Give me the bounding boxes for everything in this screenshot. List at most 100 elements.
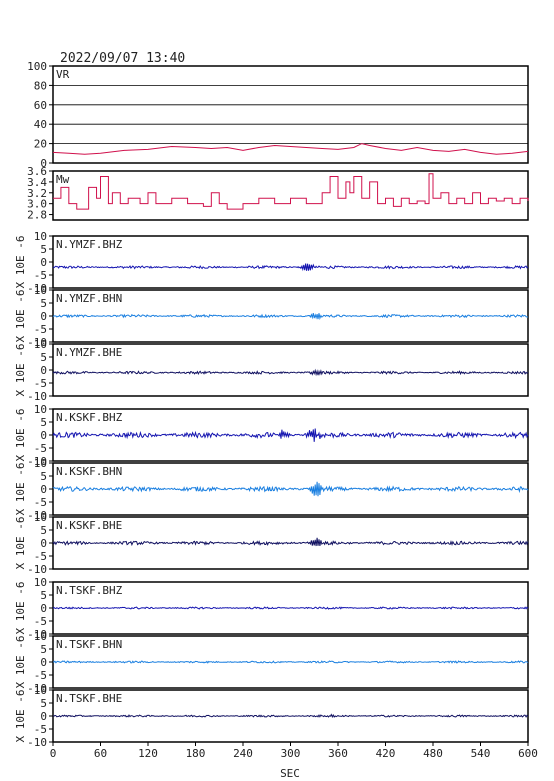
wave-n-kskf-bhz-ylabel: X 10E -6 xyxy=(14,409,27,462)
wave-n-tskf-bhz-trace xyxy=(52,606,529,610)
x-tick-label: 180 xyxy=(186,747,206,760)
x-tick-label: 120 xyxy=(138,747,158,760)
panel-mw-series-line xyxy=(53,173,529,210)
panel-mw-ytick-label: 3.6 xyxy=(27,165,47,178)
x-tick-label: 600 xyxy=(518,747,538,760)
x-axis-label: SEC xyxy=(280,767,300,780)
wave-n-kskf-bhe-label: N.KSKF.BHE xyxy=(56,519,122,532)
wave-n-tskf-bhe-trace xyxy=(52,713,529,719)
panel-mw-ytick-label: 3.0 xyxy=(27,198,47,211)
wave-n-tskf-bhz-ytick-label: -5 xyxy=(34,615,47,628)
wave-n-kskf-bhz-ytick-label: 0 xyxy=(40,429,47,442)
wave-n-tskf-bhn-ytick-label: -5 xyxy=(34,669,47,682)
wave-n-ymzf-bhe-ytick-label: 5 xyxy=(40,351,47,364)
panel-vr-frame xyxy=(52,65,529,164)
wave-n-tskf-bhe-ylabel: X 10E -6 xyxy=(14,690,27,743)
wave-n-ymzf-bhz-ytick-label: -5 xyxy=(34,269,47,282)
wave-n-tskf-bhe-ytick-label: 5 xyxy=(40,697,47,710)
x-tick-label: 60 xyxy=(94,747,107,760)
wave-n-tskf-bhn-trace xyxy=(52,660,529,664)
wave-n-kskf-bhe-ytick-label: 5 xyxy=(40,524,47,537)
wave-n-ymzf-bhz-ytick-label: 5 xyxy=(40,243,47,256)
wave-n-kskf-bhn-ytick-label: 0 xyxy=(40,483,47,496)
x-tick-label: 540 xyxy=(471,747,491,760)
wave-n-ymzf-bhz-ytick-label: -10 xyxy=(27,282,47,295)
wave-n-tskf-bhn-label: N.TSKF.BHN xyxy=(56,638,122,651)
panel-mw-ytick-label: 3.2 xyxy=(27,187,47,200)
wave-n-ymzf-bhz-trace xyxy=(52,263,529,272)
wave-n-ymzf-bhe-ytick-label: 10 xyxy=(34,338,47,351)
wave-n-kskf-bhn-trace xyxy=(52,481,529,497)
wave-n-kskf-bhz-ytick-label: 10 xyxy=(34,403,47,416)
panel-mw-ytick-label: 2.8 xyxy=(27,209,47,222)
wave-n-tskf-bhz-ytick-label: 10 xyxy=(34,576,47,589)
plot-area: 020406080100VR2.83.03.23.43.6Mw-10-50510… xyxy=(14,60,538,760)
wave-n-kskf-bhz-ytick-label: 5 xyxy=(40,416,47,429)
wave-n-ymzf-bhz-ytick-label: 10 xyxy=(34,230,47,243)
wave-n-ymzf-bhn-trace xyxy=(52,312,528,321)
wave-n-ymzf-bhn-ytick-label: 0 xyxy=(40,310,47,323)
wave-n-ymzf-bhn-ytick-label: 10 xyxy=(34,284,47,297)
wave-n-tskf-bhn-ytick-label: 10 xyxy=(34,630,47,643)
panel-mw-frame xyxy=(52,170,529,221)
wave-n-kskf-bhe-ytick-label: 10 xyxy=(34,511,47,524)
wave-n-kskf-bhz-ytick-label: -5 xyxy=(34,442,47,455)
wave-n-ymzf-bhz-ylabel: X 10E -6 xyxy=(14,236,27,289)
wave-n-kskf-bhe-ytick-label: -5 xyxy=(34,550,47,563)
wave-n-tskf-bhz-ytick-label: 5 xyxy=(40,589,47,602)
panel-vr-ytick-label: 20 xyxy=(34,138,47,151)
wave-n-ymzf-bhe-ytick-label: -10 xyxy=(27,390,47,403)
wave-n-ymzf-bhn-label: N.YMZF.BHN xyxy=(56,292,122,305)
wave-n-kskf-bhe-ytick-label: -10 xyxy=(27,563,47,576)
wave-n-ymzf-bhz-label: N.YMZF.BHZ xyxy=(56,238,123,251)
wave-n-ymzf-bhe-ytick-label: 0 xyxy=(40,364,47,377)
wave-n-kskf-bhe-ylabel: X 10E -6 xyxy=(14,517,27,570)
wave-n-tskf-bhn-ytick-label: 0 xyxy=(40,656,47,669)
wave-n-ymzf-bhn-ytick-label: 5 xyxy=(40,297,47,310)
wave-n-tskf-bhe-ytick-label: 10 xyxy=(34,684,47,697)
wave-n-kskf-bhn-ytick-label: -5 xyxy=(34,496,47,509)
wave-n-ymzf-bhn-ytick-label: -5 xyxy=(34,323,47,336)
wave-n-kskf-bhz-label: N.KSKF.BHZ xyxy=(56,411,123,424)
x-tick-label: 420 xyxy=(376,747,396,760)
wave-n-tskf-bhn-ylabel: X 10E -6 xyxy=(14,636,27,689)
wave-n-kskf-bhe-ytick-label: 0 xyxy=(40,537,47,550)
x-tick-label: 360 xyxy=(328,747,348,760)
wave-n-tskf-bhe-label: N.TSKF.BHE xyxy=(56,692,122,705)
wave-n-ymzf-bhn-ylabel: X 10E -6 xyxy=(14,290,27,343)
panel-vr-ytick-label: 60 xyxy=(34,99,47,112)
wave-n-ymzf-bhz-frame xyxy=(52,235,529,289)
panel-mw-label: Mw xyxy=(56,173,70,186)
wave-n-tskf-bhe-ytick-label: -10 xyxy=(27,736,47,749)
wave-n-ymzf-bhe-trace xyxy=(52,368,529,377)
panel-vr-ytick-label: 80 xyxy=(34,79,47,92)
wave-n-ymzf-bhe-label: N.YMZF.BHE xyxy=(56,346,122,359)
wave-n-tskf-bhn-ytick-label: 5 xyxy=(40,643,47,656)
wave-n-tskf-bhe-ytick-label: -5 xyxy=(34,723,47,736)
wave-n-kskf-bhn-ytick-label: 5 xyxy=(40,470,47,483)
panel-vr-ytick-label: 0 xyxy=(40,157,47,170)
wave-n-tskf-bhz-ytick-label: -10 xyxy=(27,628,47,641)
panel-vr-ytick-label: 100 xyxy=(27,60,47,73)
wave-n-kskf-bhn-ylabel: X 10E -6 xyxy=(14,463,27,516)
timestamp-label: 2022/09/07 13:40 xyxy=(60,51,185,66)
wave-n-kskf-bhn-ytick-label: 10 xyxy=(34,457,47,470)
wave-n-ymzf-bhe-frame xyxy=(52,343,529,397)
wave-n-kskf-bhz-ytick-label: -10 xyxy=(27,455,47,468)
panel-vr-label: VR xyxy=(56,68,70,81)
panel-vr-series-line xyxy=(52,143,529,155)
wave-n-tskf-bhe-ytick-label: 0 xyxy=(40,710,47,723)
wave-n-ymzf-bhz-ytick-label: 0 xyxy=(40,256,47,269)
x-tick-label: 0 xyxy=(50,747,57,760)
wave-n-ymzf-bhn-ytick-label: -10 xyxy=(27,336,47,349)
x-tick-label: 240 xyxy=(233,747,253,760)
x-tick-label: 300 xyxy=(281,747,301,760)
wave-n-tskf-bhz-ylabel: X 10E -6 xyxy=(14,582,27,635)
wave-n-kskf-bhz-trace xyxy=(52,428,529,442)
wave-n-tskf-bhz-ytick-label: 0 xyxy=(40,602,47,615)
wave-n-tskf-bhz-label: N.TSKF.BHZ xyxy=(56,584,123,597)
wave-n-tskf-bhn-ytick-label: -10 xyxy=(27,682,47,695)
panel-vr-ytick-label: 40 xyxy=(34,118,47,131)
wave-n-ymzf-bhe-ylabel: X 10E -6 xyxy=(14,344,27,397)
